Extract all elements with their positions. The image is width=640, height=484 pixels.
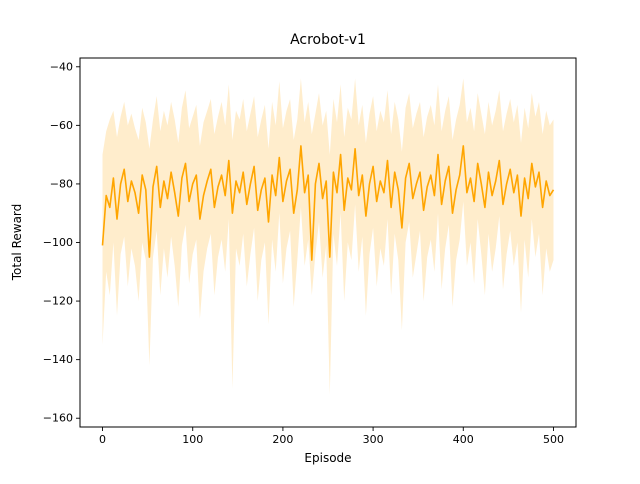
y-tick-label: −40 — [50, 60, 73, 73]
y-axis-label: Total Reward — [10, 204, 24, 282]
y-tick-label: −80 — [50, 177, 73, 190]
y-tick-label: −120 — [43, 295, 73, 308]
axis-ticks: 0 100 200 300 400 500 −40 −60 −80 −100 −120 −140 −16… — [43, 60, 564, 446]
x-tick-label: 0 — [99, 433, 106, 446]
y-tick-label: −160 — [43, 412, 73, 425]
x-tick-label: 300 — [363, 433, 384, 446]
x-tick-label: 100 — [182, 433, 203, 446]
y-tick-label: −60 — [50, 119, 73, 132]
x-tick-label: 200 — [272, 433, 293, 446]
y-tick-label: −100 — [43, 236, 73, 249]
x-tick-label: 500 — [543, 433, 564, 446]
x-tick-label: 400 — [453, 433, 474, 446]
mean-reward-line — [101, 145, 555, 261]
reward-band — [102, 78, 554, 395]
y-tick-label: −140 — [43, 353, 73, 366]
x-axis-label: Episode — [304, 451, 351, 465]
reward-line-layer — [101, 145, 555, 261]
reward-band-layer — [102, 78, 554, 395]
chart-title: Acrobot-v1 — [290, 32, 366, 48]
